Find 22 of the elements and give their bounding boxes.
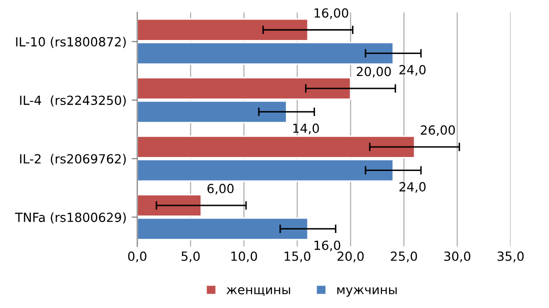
data-label: 16,0 [314, 240, 340, 252]
x-tick-label: 20,0 [338, 251, 364, 262]
data-label: 20,00 [356, 66, 391, 78]
y-tick-label: IL-10 (rs1800872) [16, 36, 126, 48]
x-tick-label: 35,0 [498, 251, 524, 262]
data-label: 26,00 [420, 125, 455, 136]
data-label: 14,0 [293, 124, 319, 134]
x-tick-label: 15,0 [284, 251, 310, 262]
legend-label: женщины [226, 287, 290, 296]
x-tick-label: 0,0 [128, 251, 146, 262]
x-tick-label: 5,0 [182, 251, 200, 262]
y-tick-label: IL-2 (rs2069762) [20, 154, 126, 166]
x-tick-label: 30,0 [444, 251, 470, 262]
x-tick-label: 25,0 [390, 251, 417, 262]
data-label: 16,00 [314, 8, 348, 19]
data-label: 24,0 [399, 65, 426, 76]
data-label: 24,0 [399, 182, 426, 193]
legend-label: мужчины [337, 287, 397, 297]
data-label: 6,00 [207, 184, 234, 195]
x-tick-label: 10,0 [231, 251, 257, 262]
y-tick-label: TNFa (rs1800629) [15, 212, 126, 224]
y-tick-label: IL-4 (rs2243250) [20, 95, 126, 106]
